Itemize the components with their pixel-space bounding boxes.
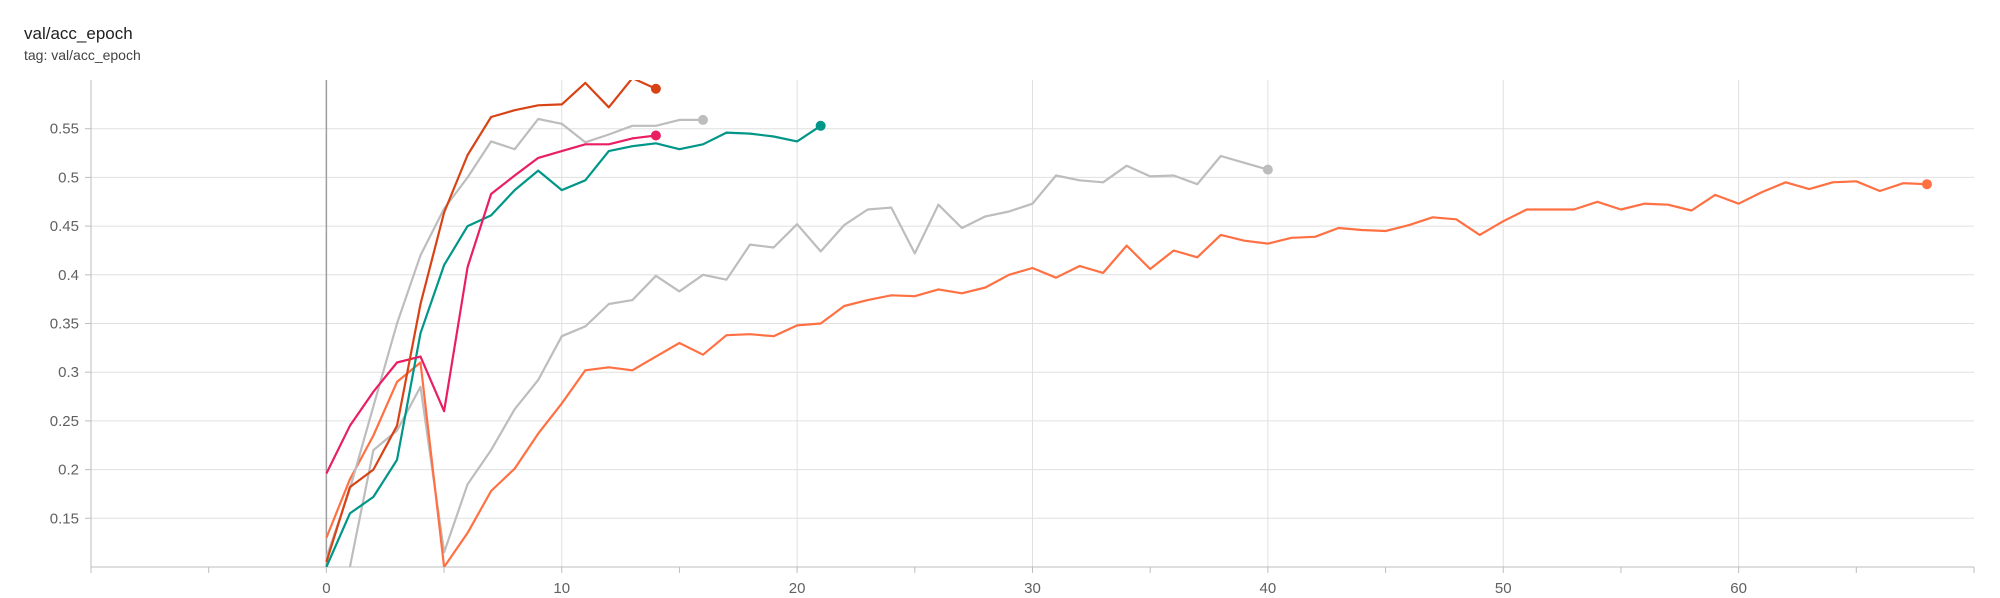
x-tick-label: 30 — [1024, 580, 1041, 597]
x-tick-label: 10 — [553, 580, 570, 597]
y-tick-label: 0.15 — [50, 510, 79, 527]
y-tick-label: 0.3 — [58, 364, 79, 381]
series-endpoint-3 — [697, 114, 708, 125]
y-tick-label: 0.2 — [58, 462, 79, 479]
card-title: val/acc_epoch — [24, 24, 133, 43]
x-tick-label: 60 — [1730, 580, 1747, 597]
series-line-1 — [348, 154, 1269, 567]
y-tick-label: 0.25 — [50, 413, 79, 430]
series-endpoint-4 — [815, 120, 826, 131]
series-line-5 — [325, 134, 657, 474]
series-line-3 — [325, 117, 703, 558]
card-tag: tag: val/acc_epoch — [24, 47, 141, 63]
y-tick-label: 0.45 — [50, 218, 79, 235]
x-tick-label: 0 — [322, 580, 330, 597]
series-endpoint-5 — [650, 130, 661, 141]
series-endpoint-2 — [1921, 179, 1932, 190]
axis-ticks: 0 10 20 30 40 50 60 0.15 0.2 0.25 0.3 0.35 0.4 0.45 0.… — [50, 121, 1975, 597]
series-line-2 — [325, 180, 1927, 567]
y-tick-label: 0.5 — [58, 169, 79, 186]
series-endpoint-1 — [1262, 164, 1273, 175]
grid-lines — [91, 80, 1974, 567]
series-endpoints — [650, 83, 1932, 190]
x-tick-label: 50 — [1495, 580, 1512, 597]
x-tick-label: 20 — [789, 580, 806, 597]
y-tick-label: 0.35 — [50, 316, 79, 333]
series-endpoint-6 — [650, 83, 661, 94]
series-line-6 — [325, 80, 657, 563]
series-lines — [325, 80, 1927, 567]
series-line-4 — [325, 124, 822, 567]
y-tick-label: 0.55 — [50, 121, 79, 138]
x-tick-label: 40 — [1260, 580, 1277, 597]
y-tick-label: 0.4 — [58, 267, 79, 284]
